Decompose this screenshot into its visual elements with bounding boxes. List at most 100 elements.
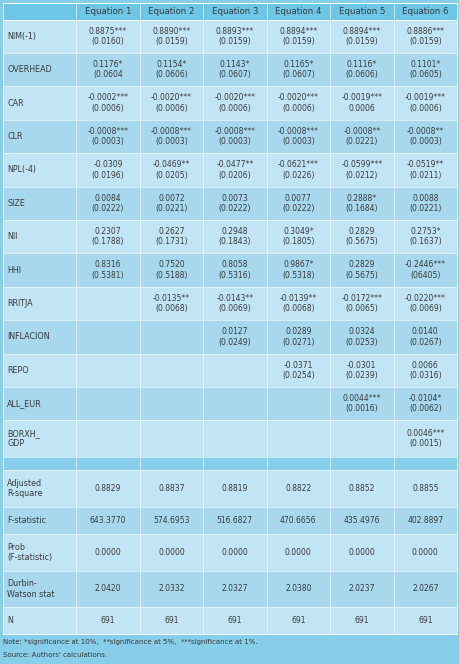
Text: 0.8829: 0.8829 (95, 484, 121, 493)
Text: 2.0380: 2.0380 (285, 584, 311, 594)
Text: 0.1154*
(0.0606): 0.1154* (0.0606) (155, 60, 187, 80)
Text: 691: 691 (227, 616, 241, 625)
Text: -0.0008***
(0.0003): -0.0008*** (0.0003) (151, 127, 191, 146)
Bar (3, 353, 456, 387)
Bar (3, 457, 456, 470)
Text: -0.0220***
(0.0069): -0.0220*** (0.0069) (404, 293, 445, 313)
Text: 0.0046***
(0.0015): 0.0046*** (0.0015) (405, 429, 443, 448)
Text: RRITJA: RRITJA (7, 299, 33, 308)
Text: 0.3049*
(0.1805): 0.3049* (0.1805) (281, 227, 314, 246)
Text: 0.1143*
(0.0607): 0.1143* (0.0607) (218, 60, 251, 80)
Text: Equation 6: Equation 6 (401, 7, 448, 16)
Text: Equation 5: Equation 5 (338, 7, 384, 16)
Text: -0.0008**
(0.0003): -0.0008** (0.0003) (406, 127, 443, 146)
Text: N: N (7, 616, 13, 625)
Text: Source: Authors' calculations.: Source: Authors' calculations. (3, 652, 107, 658)
Text: 691: 691 (291, 616, 305, 625)
Text: 0.2627
(0.1731): 0.2627 (0.1731) (155, 227, 187, 246)
Text: 643.3770: 643.3770 (90, 516, 126, 525)
Text: 2.0420: 2.0420 (95, 584, 121, 594)
Text: -0.0104*
(0.0062): -0.0104* (0.0062) (408, 394, 441, 413)
Text: 0.0077
(0.0222): 0.0077 (0.0222) (281, 194, 314, 213)
Text: 470.6656: 470.6656 (280, 516, 316, 525)
Text: 0.0088
(0.0221): 0.0088 (0.0221) (408, 194, 441, 213)
Text: 0.8316
(0.5381): 0.8316 (0.5381) (91, 260, 124, 280)
Text: 0.0324
(0.0253): 0.0324 (0.0253) (345, 327, 377, 347)
Text: -0.0020***
(0.0006): -0.0020*** (0.0006) (214, 94, 255, 113)
Text: 0.0084
(0.0222): 0.0084 (0.0222) (91, 194, 124, 213)
Text: Durbin-
Watson stat: Durbin- Watson stat (7, 579, 54, 599)
Text: 2.0267: 2.0267 (411, 584, 437, 594)
Text: -0.0143**
(0.0069): -0.0143** (0.0069) (216, 293, 253, 313)
Text: 0.0140
(0.0267): 0.0140 (0.0267) (408, 327, 441, 347)
Bar (3, 53, 456, 86)
Text: 0.2307
(0.1788): 0.2307 (0.1788) (91, 227, 124, 246)
Text: 0.8894***
(0.0159): 0.8894*** (0.0159) (342, 27, 380, 46)
Bar (3, 420, 456, 457)
Text: -0.0621***
(0.0226): -0.0621*** (0.0226) (277, 160, 318, 180)
Text: 435.4976: 435.4976 (343, 516, 379, 525)
Text: 0.0000: 0.0000 (95, 548, 121, 556)
Bar (3, 120, 456, 153)
Text: 0.8058
(0.5316): 0.8058 (0.5316) (218, 260, 251, 280)
Text: 0.7520
(0.5188): 0.7520 (0.5188) (155, 260, 187, 280)
Text: 0.8855: 0.8855 (411, 484, 437, 493)
Text: 0.0073
(0.0222): 0.0073 (0.0222) (218, 194, 251, 213)
Bar (3, 470, 456, 507)
Bar (3, 570, 456, 608)
Text: -0.0019***
0.0006: -0.0019*** 0.0006 (341, 94, 381, 113)
Text: 516.6827: 516.6827 (216, 516, 252, 525)
Text: 0.0000: 0.0000 (411, 548, 438, 556)
Bar (3, 320, 456, 353)
Bar (3, 86, 456, 120)
Bar (3, 220, 456, 254)
Text: 0.8852: 0.8852 (348, 484, 374, 493)
Text: -0.0469**
(0.0205): -0.0469** (0.0205) (152, 160, 190, 180)
Text: Equation 3: Equation 3 (211, 7, 257, 16)
Text: 0.2948
(0.1843): 0.2948 (0.1843) (218, 227, 251, 246)
Text: 0.8894***
(0.0159): 0.8894*** (0.0159) (279, 27, 317, 46)
Text: -0.0008***
(0.0003): -0.0008*** (0.0003) (87, 127, 128, 146)
Text: 0.0000: 0.0000 (158, 548, 185, 556)
Text: 0.0000: 0.0000 (347, 548, 375, 556)
Text: -0.2446***
(06405): -0.2446*** (06405) (404, 260, 445, 280)
Text: Prob
(F-statistic): Prob (F-statistic) (7, 542, 52, 562)
Text: 0.1165*
(0.0607): 0.1165* (0.0607) (281, 60, 314, 80)
Text: -0.0020***
(0.0006): -0.0020*** (0.0006) (277, 94, 318, 113)
Text: ALL_EUR: ALL_EUR (7, 399, 42, 408)
Text: 0.8893***
(0.0159): 0.8893*** (0.0159) (215, 27, 253, 46)
Text: -0.0301
(0.0239): -0.0301 (0.0239) (345, 361, 377, 380)
Text: 691: 691 (101, 616, 115, 625)
Text: CLR: CLR (7, 132, 22, 141)
Text: 691: 691 (354, 616, 368, 625)
Text: INFLACION: INFLACION (7, 333, 50, 341)
Text: NPL(-4): NPL(-4) (7, 165, 36, 175)
Text: 0.8837: 0.8837 (158, 484, 184, 493)
Text: -0.0008**
(0.0221): -0.0008** (0.0221) (342, 127, 380, 146)
Text: -0.0008***
(0.0003): -0.0008*** (0.0003) (214, 127, 255, 146)
Text: 0.8890***
(0.0159): 0.8890*** (0.0159) (152, 27, 190, 46)
Text: Note: *significance at 10%,  **significance at 5%,  ***significance at 1%.: Note: *significance at 10%, **significan… (3, 639, 257, 645)
Text: 0.0127
(0.0249): 0.0127 (0.0249) (218, 327, 251, 347)
Text: 0.1101*
(0.0605): 0.1101* (0.0605) (408, 60, 441, 80)
Text: NII: NII (7, 232, 17, 241)
Text: CAR: CAR (7, 99, 23, 108)
Text: 0.8886***
(0.0159): 0.8886*** (0.0159) (405, 27, 443, 46)
Text: -0.0019***
(0.0006): -0.0019*** (0.0006) (404, 94, 445, 113)
Bar (3, 187, 456, 220)
Text: 691: 691 (417, 616, 431, 625)
Text: -0.0599***
(0.0212): -0.0599*** (0.0212) (341, 160, 381, 180)
Text: 0.0289
(0.0271): 0.0289 (0.0271) (281, 327, 314, 347)
Text: 574.6953: 574.6953 (153, 516, 189, 525)
Text: -0.0519**
(0.0211): -0.0519** (0.0211) (406, 160, 443, 180)
Text: REPO: REPO (7, 366, 28, 374)
Text: 0.0000: 0.0000 (284, 548, 311, 556)
Text: 0.1176*
(0.0604: 0.1176* (0.0604 (93, 60, 123, 80)
Text: 0.2829
(0.5675): 0.2829 (0.5675) (345, 260, 377, 280)
Text: 2.0332: 2.0332 (158, 584, 184, 594)
Text: HHI: HHI (7, 266, 21, 275)
Text: 0.2888*
(0.1684): 0.2888* (0.1684) (345, 194, 377, 213)
Text: 0.8822: 0.8822 (285, 484, 311, 493)
Text: NIM(-1): NIM(-1) (7, 32, 36, 41)
Text: 0.2753*
(0.1637): 0.2753* (0.1637) (408, 227, 441, 246)
